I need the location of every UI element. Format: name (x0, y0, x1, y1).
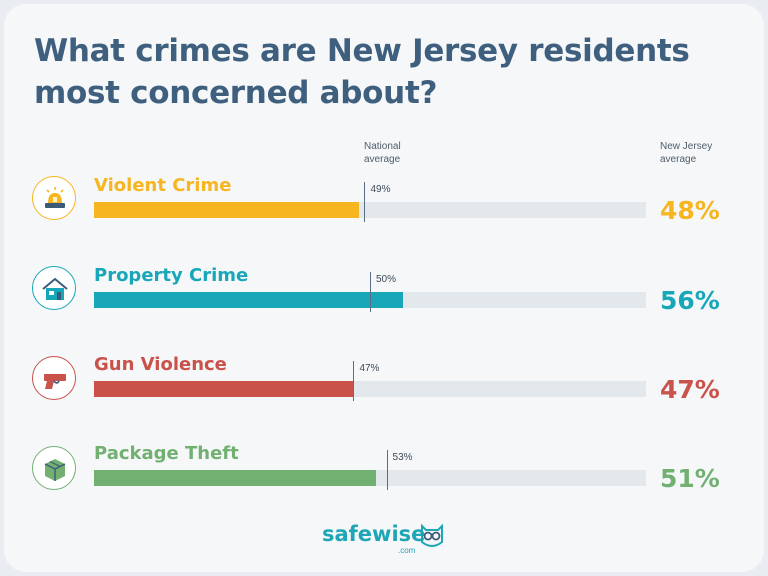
gun-icon (32, 356, 76, 400)
national-average-label: 50% (376, 274, 397, 285)
category-label: Violent Crime (94, 175, 232, 196)
category-label: Gun Violence (94, 354, 227, 375)
package-icon (32, 446, 76, 490)
bar-track (94, 381, 646, 397)
logo-domain: .com (398, 546, 416, 555)
nj-header-line1: New Jersey (660, 141, 713, 152)
bar-track (94, 470, 646, 486)
national-average-label: 49% (370, 184, 391, 195)
category-label: Property Crime (94, 265, 249, 286)
nj-average-value: 51% (660, 464, 720, 493)
house-icon (32, 266, 76, 310)
nj-average-value: 48% (660, 196, 720, 225)
national-header-line1: National (364, 141, 401, 152)
nj-average-header: New Jersey average (660, 140, 712, 166)
nj-header-line2: average (660, 154, 697, 165)
national-average-header: National average (364, 140, 401, 166)
nj-bar-gun-violence (94, 381, 354, 397)
chart-title: What crimes are New Jersey residents mos… (34, 33, 690, 111)
national-average-label: 47% (359, 363, 380, 374)
national-average-marker (386, 450, 388, 490)
nj-average-value: 56% (660, 286, 720, 315)
national-average-marker (364, 182, 366, 222)
national-average-label: 53% (392, 452, 413, 463)
nj-bar-package-theft (94, 470, 376, 486)
nj-bar-violent-crime (94, 202, 359, 218)
category-label: Package Theft (94, 443, 239, 464)
siren-icon (32, 176, 76, 220)
nj-bar-property-crime (94, 292, 404, 308)
national-header-line2: average (364, 154, 401, 165)
bar-track (94, 202, 646, 218)
safewise-logo: safewise .com (322, 520, 452, 560)
national-average-marker (353, 361, 355, 401)
national-average-marker (370, 272, 371, 312)
nj-average-value: 47% (660, 375, 720, 404)
owl-icon (421, 523, 443, 547)
logo-wordmark: safewise (322, 522, 426, 546)
